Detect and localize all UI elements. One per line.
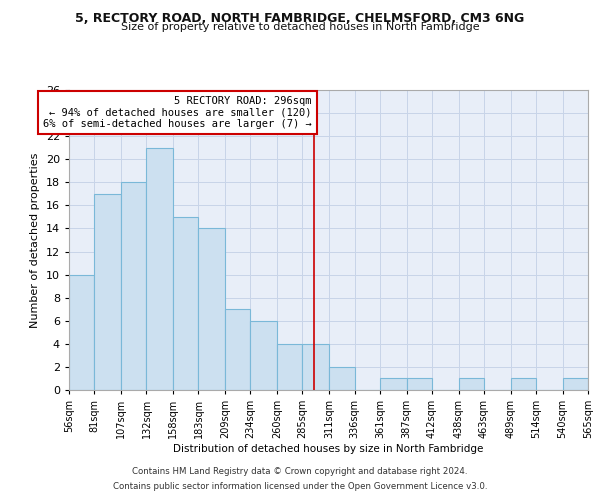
Bar xyxy=(407,378,432,390)
Bar xyxy=(458,378,484,390)
X-axis label: Distribution of detached houses by size in North Fambridge: Distribution of detached houses by size … xyxy=(173,444,484,454)
Bar xyxy=(302,344,329,390)
Text: Size of property relative to detached houses in North Fambridge: Size of property relative to detached ho… xyxy=(121,22,479,32)
Text: 5, RECTORY ROAD, NORTH FAMBRIDGE, CHELMSFORD, CM3 6NG: 5, RECTORY ROAD, NORTH FAMBRIDGE, CHELMS… xyxy=(76,12,524,26)
Bar xyxy=(277,344,302,390)
Y-axis label: Number of detached properties: Number of detached properties xyxy=(30,152,40,328)
Bar xyxy=(199,228,225,390)
Bar xyxy=(146,148,173,390)
Text: Contains HM Land Registry data © Crown copyright and database right 2024.: Contains HM Land Registry data © Crown c… xyxy=(132,467,468,476)
Bar xyxy=(94,194,121,390)
Bar xyxy=(121,182,146,390)
Bar xyxy=(563,378,588,390)
Bar xyxy=(69,274,94,390)
Bar xyxy=(173,217,199,390)
Bar xyxy=(511,378,536,390)
Text: Contains public sector information licensed under the Open Government Licence v3: Contains public sector information licen… xyxy=(113,482,487,491)
Text: 5 RECTORY ROAD: 296sqm
← 94% of detached houses are smaller (120)
6% of semi-det: 5 RECTORY ROAD: 296sqm ← 94% of detached… xyxy=(43,96,311,129)
Bar xyxy=(380,378,407,390)
Bar xyxy=(225,309,250,390)
Bar xyxy=(250,321,277,390)
Bar xyxy=(329,367,355,390)
